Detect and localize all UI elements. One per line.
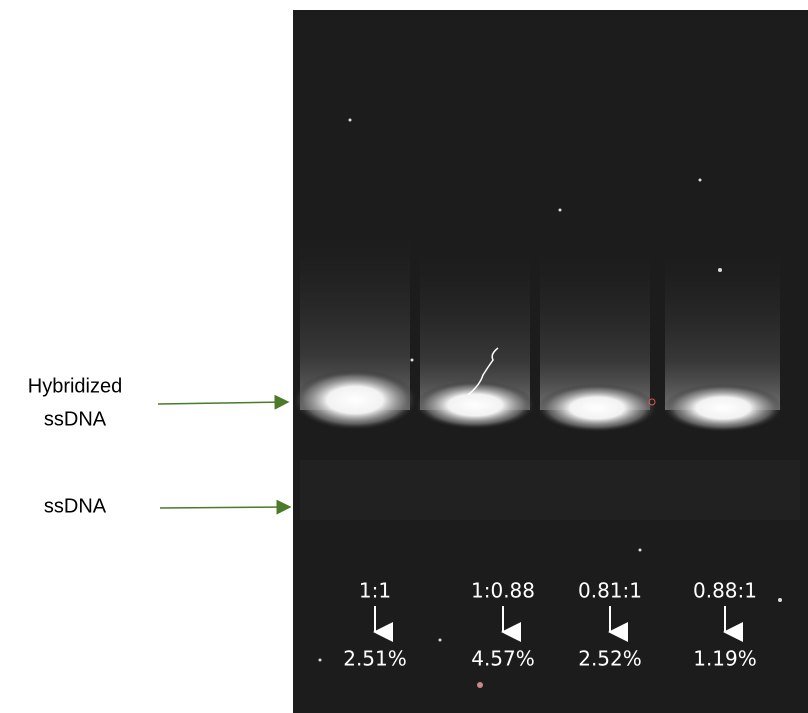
lane-ratio: 1:1 — [359, 579, 391, 603]
gel-lanes — [293, 118, 800, 688]
lane-ratio: 1:0.88 — [471, 579, 535, 603]
lane-percent: 1.19% — [693, 647, 757, 671]
lane-percent: 4.57% — [471, 647, 535, 671]
band-label: ssDNA — [44, 408, 107, 430]
lane-annotations: 1:1 2.51% 1:0.88 4.57% 0.81:1 2.52% 0.88:1 1.19… — [343, 579, 757, 671]
band-label: Hybridized — [28, 375, 122, 397]
lane-percent: 2.51% — [343, 647, 407, 671]
band-label: ssDNA — [44, 495, 107, 517]
lane-percent: 2.52% — [578, 647, 642, 671]
label-arrow — [157, 394, 290, 410]
lane-ratio: 0.88:1 — [693, 579, 757, 603]
label-arrow — [159, 499, 292, 515]
lane-ratio: 0.81:1 — [578, 579, 642, 603]
